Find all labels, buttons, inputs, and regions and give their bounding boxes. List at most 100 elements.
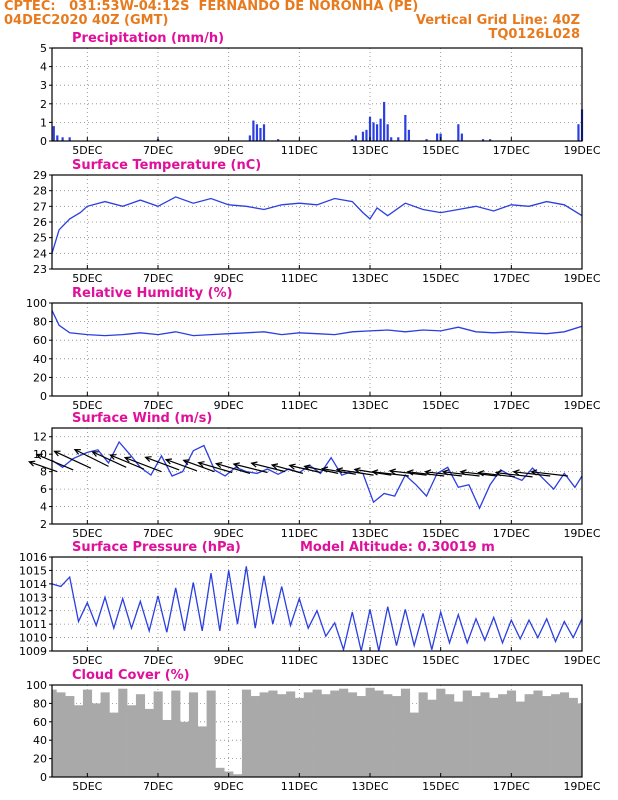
cloud-bar xyxy=(559,692,570,777)
temp-xtick-label: 5DEC xyxy=(72,272,102,285)
wind-arrow xyxy=(496,472,533,478)
precip-bar xyxy=(397,137,400,141)
panel-temp: 23 24 25 26 27 28 29 5DEC 7DEC 9DEC 11DEC 13DEC 15DE… xyxy=(33,158,601,285)
wind-arrow xyxy=(407,471,445,477)
wind-xtick-label: 5DEC xyxy=(72,527,102,540)
cloud-ytick-label: 20 xyxy=(33,753,47,766)
cloud-bar xyxy=(91,703,101,777)
precip-ytick-label: 4 xyxy=(40,61,47,74)
precip-bar xyxy=(255,124,259,141)
wind-arrow xyxy=(36,453,74,471)
precip-xtick-label: 19DEC xyxy=(563,144,600,157)
precip-bar xyxy=(372,122,375,141)
pressure-ytick-label: 1010 xyxy=(19,632,47,645)
pressure-xtick-label: 19DEC xyxy=(563,654,600,667)
precip-bar xyxy=(404,114,407,141)
wind-ytick-label: 4 xyxy=(40,501,47,514)
wind-arrows xyxy=(27,448,568,478)
cloud-bar xyxy=(568,697,578,777)
wind-arrow xyxy=(304,465,339,474)
rh-frame xyxy=(51,302,583,397)
wind-arrow xyxy=(251,462,286,473)
wind-arrow-head xyxy=(371,469,379,476)
precip-xtick-label: 11DEC xyxy=(281,144,318,157)
cloud-bar xyxy=(409,712,419,777)
pressure-xtick-label: 5DEC xyxy=(72,654,102,667)
wind-arrow-head xyxy=(214,462,223,469)
cloud-bar xyxy=(392,696,402,777)
cloud-bar xyxy=(294,697,305,777)
cloud-bar xyxy=(339,688,349,777)
panel-cloud: 0 20 40 60 80 100 5DEC 7DEC 9DEC 11DEC 13DEC 15DEC 1… xyxy=(26,668,601,793)
cloud-ytick-label: 0 xyxy=(40,771,47,784)
wind-arrow xyxy=(390,470,427,476)
cloud-bar xyxy=(153,691,163,777)
cloud-bar xyxy=(250,696,260,777)
temp-xtick-label: 15DEC xyxy=(422,272,459,285)
cloud-bar xyxy=(82,689,93,777)
cloud-bar xyxy=(374,690,384,777)
wind-arrow xyxy=(337,468,374,476)
precip-ytick-label: 1 xyxy=(40,116,47,129)
cloud-bar xyxy=(52,689,57,777)
wind-arrow xyxy=(443,471,480,477)
wind-arrow xyxy=(74,449,109,467)
precip-frame xyxy=(51,47,583,142)
wind-arrow-head xyxy=(424,469,432,476)
cloud-frame xyxy=(51,684,583,778)
cloud-xtick-label: 9DEC xyxy=(214,780,244,793)
precip-bar xyxy=(489,139,492,141)
cloud-title: Cloud Cover (%) xyxy=(72,668,190,683)
pressure-ytick-label: 1012 xyxy=(19,605,47,618)
rh-xtick-label: 13DEC xyxy=(351,399,388,412)
cloud-bar xyxy=(489,697,499,777)
wind-ytick-label: 10 xyxy=(33,448,47,461)
cloud-ytick-label: 40 xyxy=(33,734,47,747)
cloud-bar xyxy=(162,719,172,777)
wind-arrow-head xyxy=(270,463,279,470)
precip-xtick-label: 9DEC xyxy=(214,144,244,157)
precip-bar xyxy=(248,135,251,141)
cloud-bar xyxy=(286,691,296,777)
wind-xtick-label: 15DEC xyxy=(422,527,459,540)
precip-bar xyxy=(436,133,439,141)
rh-xtick-label: 9DEC xyxy=(214,399,244,412)
panel-rh: 0 20 40 60 80 100 5DEC 7DEC 9DEC 11DEC 13DEC 15DEC 1… xyxy=(26,286,601,412)
temp-xtick-label: 19DEC xyxy=(563,272,600,285)
cloud-bar xyxy=(400,688,411,777)
rh-xtick-label: 5DEC xyxy=(72,399,102,412)
precip-bar xyxy=(386,124,389,141)
wind-arrow-head xyxy=(144,456,152,463)
cloud-bar xyxy=(277,694,287,777)
cloud-xtick-label: 17DEC xyxy=(493,780,530,793)
wind-xtick-label: 13DEC xyxy=(351,527,388,540)
wind-arrow-head xyxy=(109,454,117,460)
wind-arrow-head xyxy=(232,462,240,469)
precip-bar xyxy=(368,116,372,141)
header-line1: CPTEC: 031:53W-04:12S FERNANDO DE NORONH… xyxy=(4,0,418,14)
pressure-title: Surface Pressure (hPa) xyxy=(72,540,241,555)
precip-bar xyxy=(252,120,255,141)
cloud-bar xyxy=(56,692,66,777)
precip-bar xyxy=(407,129,410,141)
rh-ytick-label: 0 xyxy=(40,390,47,403)
cloud-bar xyxy=(241,689,252,777)
cloud-bar xyxy=(259,692,269,777)
pressure-xtick-label: 13DEC xyxy=(351,654,388,667)
precip-bar xyxy=(262,124,266,141)
header-source: CPTEC: xyxy=(4,0,56,14)
cloud-bar xyxy=(171,690,181,777)
wind-arrow-head xyxy=(477,470,485,477)
pressure-xtick-label: 7DEC xyxy=(143,654,173,667)
precip-xtick-label: 17DEC xyxy=(493,144,530,157)
precip-bar xyxy=(383,101,386,141)
precip-bar xyxy=(577,124,580,141)
wind-arrow-head xyxy=(182,459,190,466)
wind-arrow xyxy=(183,459,215,473)
precip-bar xyxy=(379,118,382,141)
pressure-xtick-label: 9DEC xyxy=(214,654,244,667)
precip-bar xyxy=(390,137,393,141)
cloud-xtick-label: 7DEC xyxy=(143,780,173,793)
rh-title: Relative Humidity (%) xyxy=(72,286,233,301)
